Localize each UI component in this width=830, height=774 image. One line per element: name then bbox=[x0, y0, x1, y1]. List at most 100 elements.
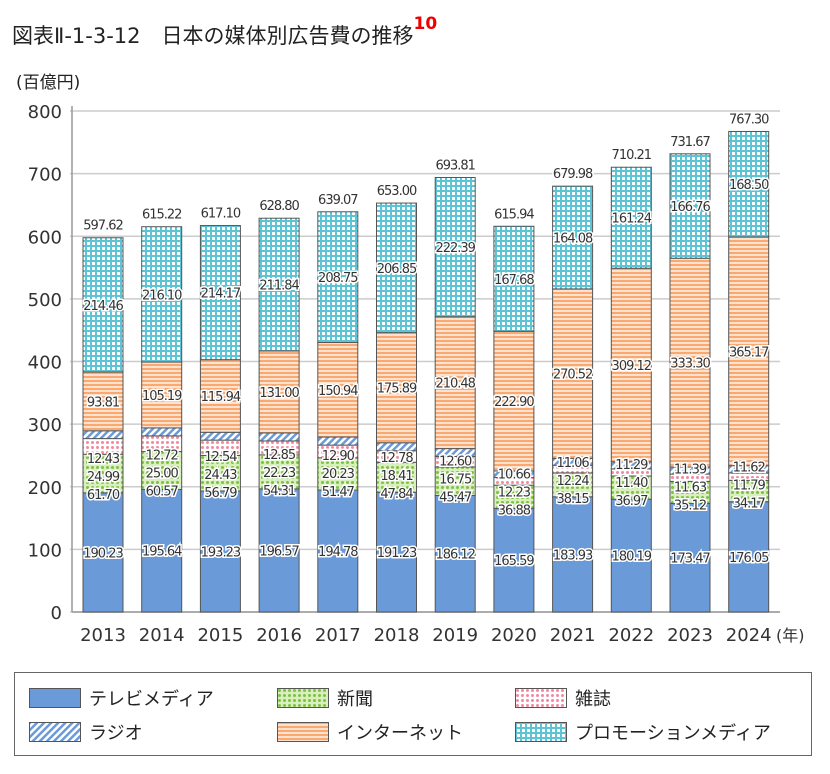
data-label: 10.66 bbox=[498, 467, 531, 482]
bar-segment bbox=[141, 488, 183, 613]
bar-segment bbox=[493, 225, 535, 332]
data-label: 165.59 bbox=[494, 554, 534, 569]
data-label: 214.46 bbox=[83, 299, 123, 314]
x-tick-label: 2014 bbox=[139, 625, 185, 646]
total-label: 710.21 bbox=[612, 148, 652, 163]
bar-segment bbox=[141, 361, 183, 429]
bar-segment bbox=[728, 130, 770, 238]
x-tick-label: 2023 bbox=[667, 625, 713, 646]
bar-segment bbox=[434, 177, 476, 318]
y-tick-label: 400 bbox=[28, 353, 62, 374]
data-label: 131.00 bbox=[259, 386, 299, 401]
data-label: 54.31 bbox=[263, 484, 296, 499]
legend-item: インターネット bbox=[277, 719, 463, 745]
data-label: 12.85 bbox=[263, 448, 296, 463]
bar-segment bbox=[199, 431, 241, 441]
footnote-ref: 10 bbox=[413, 14, 438, 34]
data-label: 12.43 bbox=[87, 452, 120, 467]
data-label: 196.57 bbox=[259, 544, 299, 559]
y-tick-label: 0 bbox=[51, 603, 62, 624]
data-label: 115.94 bbox=[201, 390, 241, 405]
bar-segment bbox=[610, 498, 652, 613]
data-label: 34.17 bbox=[733, 497, 766, 512]
data-label: 11.62 bbox=[733, 461, 765, 476]
bar-segment bbox=[258, 350, 300, 434]
bar-segment bbox=[376, 491, 417, 613]
total-label: 767.30 bbox=[729, 112, 769, 127]
legend-swatch bbox=[277, 722, 329, 742]
data-label: 190.23 bbox=[83, 546, 123, 561]
data-label: 12.78 bbox=[380, 451, 413, 466]
bar-segment bbox=[258, 217, 300, 352]
data-label: 206.85 bbox=[377, 262, 417, 277]
total-label: 615.22 bbox=[142, 208, 182, 223]
data-label: 36.97 bbox=[615, 494, 648, 509]
bar-segment bbox=[610, 166, 652, 269]
bar-segment bbox=[434, 316, 476, 450]
data-label: 12.24 bbox=[556, 474, 589, 489]
data-label: 12.90 bbox=[322, 449, 355, 464]
bar-segment bbox=[258, 488, 300, 613]
bar-segment bbox=[376, 442, 417, 452]
bar-segment bbox=[82, 371, 124, 432]
bar-segment bbox=[82, 430, 124, 440]
legend-label: 雑誌 bbox=[575, 689, 611, 710]
legend-label: ラジオ bbox=[89, 723, 143, 744]
title-text: 図表Ⅱ-1-3-12 日本の媒体別広告費の推移 bbox=[12, 24, 414, 48]
data-label: 16.75 bbox=[439, 472, 472, 487]
bar-segment bbox=[82, 453, 124, 494]
y-tick-label: 500 bbox=[28, 290, 62, 311]
data-label: 365.17 bbox=[729, 345, 769, 360]
bar-segment bbox=[669, 257, 711, 468]
data-label: 150.94 bbox=[318, 384, 358, 399]
data-label: 309.12 bbox=[612, 359, 652, 374]
total-label: 679.98 bbox=[553, 167, 593, 182]
data-label: 20.23 bbox=[322, 467, 355, 482]
bar-segment bbox=[552, 496, 594, 613]
data-label: 11.40 bbox=[615, 476, 648, 491]
bar-segment bbox=[376, 461, 417, 493]
data-label: 35.12 bbox=[674, 498, 706, 513]
data-label: 38.15 bbox=[556, 492, 589, 507]
data-label: 105.19 bbox=[142, 389, 182, 404]
data-label: 167.68 bbox=[494, 273, 534, 288]
data-label: 173.47 bbox=[670, 552, 710, 567]
x-tick-label: 2021 bbox=[550, 625, 596, 646]
bar-segment bbox=[199, 359, 241, 433]
data-label: 11.39 bbox=[674, 462, 707, 477]
legend-swatch bbox=[277, 688, 329, 708]
bar-segment bbox=[258, 432, 300, 442]
bar-segment bbox=[199, 490, 241, 613]
data-label: 12.60 bbox=[439, 454, 472, 469]
bar-segment bbox=[199, 225, 241, 361]
data-label: 11.79 bbox=[733, 479, 766, 494]
legend: テレビメディア ラジオ 新聞インターネット 雑誌プロモーションメディア bbox=[14, 672, 812, 756]
y-tick-label: 300 bbox=[28, 415, 62, 436]
legend-swatch bbox=[515, 688, 567, 708]
legend-label: テレビメディア bbox=[89, 689, 214, 710]
data-label: 333.30 bbox=[670, 357, 710, 372]
y-tick-label: 100 bbox=[28, 540, 62, 561]
y-tick-label: 600 bbox=[28, 227, 62, 248]
bar-segment bbox=[552, 288, 594, 459]
x-tick-label: 2015 bbox=[197, 625, 243, 646]
data-label: 93.81 bbox=[87, 395, 120, 410]
data-label: 193.23 bbox=[201, 545, 241, 560]
total-label: 693.81 bbox=[435, 159, 475, 174]
data-label: 183.93 bbox=[553, 548, 593, 563]
data-label: 168.50 bbox=[729, 178, 769, 193]
bar-segment bbox=[552, 185, 594, 290]
legend-label: 新聞 bbox=[337, 689, 373, 710]
bar-segment bbox=[258, 454, 300, 490]
legend-item: ラジオ bbox=[29, 719, 143, 745]
data-label: 214.17 bbox=[201, 287, 241, 302]
data-label: 222.39 bbox=[435, 241, 475, 256]
y-axis-unit: (百億円) bbox=[16, 73, 81, 93]
data-label: 208.75 bbox=[318, 271, 358, 286]
bar-segment bbox=[728, 236, 770, 467]
total-label: 653.00 bbox=[377, 184, 417, 199]
data-label: 61.70 bbox=[87, 488, 120, 503]
data-label: 164.08 bbox=[553, 232, 593, 247]
legend-label: プロモーションメディア bbox=[575, 723, 771, 744]
bar-segment bbox=[728, 501, 770, 613]
